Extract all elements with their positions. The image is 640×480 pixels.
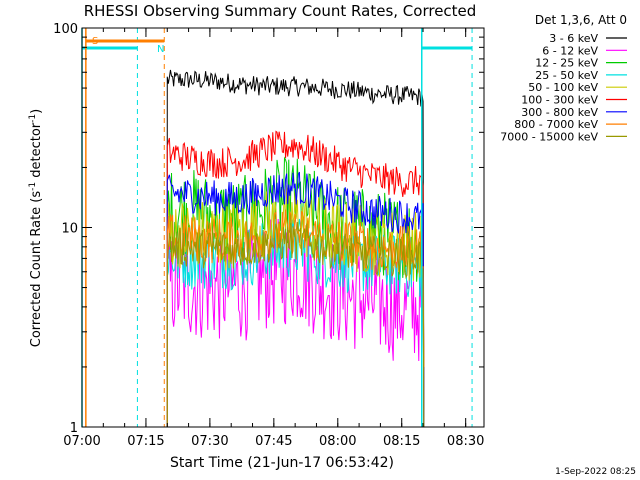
y-tick-label: 100 xyxy=(53,22,78,37)
date-stamp: 1-Sep-2022 08:25 xyxy=(555,467,636,477)
x-tick-label: 08:00 xyxy=(319,434,356,449)
x-axis-label: Start Time (21-Jun-17 06:53:42) xyxy=(170,455,394,471)
legend-entry-label: 7000 - 15000 keV xyxy=(500,130,598,143)
legend-entry-label: 25 - 50 keV xyxy=(535,69,598,82)
y-axis-label-end: ) xyxy=(29,109,44,114)
y-axis-label-mid: detector xyxy=(29,122,44,182)
legend-entry-label: 300 - 800 keV xyxy=(521,106,598,119)
y-tick-label: 10 xyxy=(61,222,78,237)
saa-label: S xyxy=(92,36,98,47)
x-tick-label: 08:30 xyxy=(447,434,484,449)
y-axis-label-sup2: -1 xyxy=(28,114,38,123)
rhessi-count-rate-chart: RHESSI Observing Summary Count Rates, Co… xyxy=(0,0,640,480)
legend-entry-label: 100 - 300 keV xyxy=(521,94,598,107)
chart-title: RHESSI Observing Summary Count Rates, Co… xyxy=(84,2,477,20)
x-tick-label: 08:15 xyxy=(383,434,420,449)
legend-title: Det 1,3,6, Att 0 xyxy=(535,13,627,27)
x-tick-label: 07:30 xyxy=(191,434,228,449)
y-axis-label-main: Corrected Count Rate (s xyxy=(29,191,44,348)
series-layer xyxy=(167,70,424,427)
series-line xyxy=(167,131,424,427)
night-label: N xyxy=(157,44,164,55)
y-axis-label: Corrected Count Rate (s-1 detector-1) xyxy=(28,109,44,347)
legend-entry-label: 6 - 12 keV xyxy=(542,44,598,57)
legend-entry-label: 12 - 25 keV xyxy=(535,57,598,70)
legend-entry-label: 3 - 6 keV xyxy=(549,32,598,45)
x-tick-label: 07:00 xyxy=(63,434,100,449)
y-axis-label-sup1: -1 xyxy=(28,182,38,191)
x-tick-label: 07:15 xyxy=(127,434,164,449)
legend-entry-label: 800 - 7000 keV xyxy=(514,118,598,131)
legend-entry-label: 50 - 100 keV xyxy=(528,81,598,94)
x-tick-label: 07:45 xyxy=(255,434,292,449)
